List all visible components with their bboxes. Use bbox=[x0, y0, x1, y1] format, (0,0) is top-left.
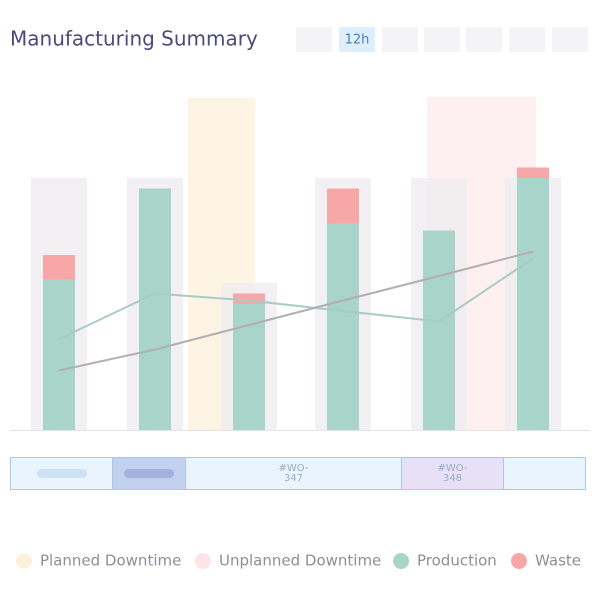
production-bar bbox=[423, 230, 455, 430]
timeline-segment[interactable] bbox=[112, 457, 186, 490]
range-button-active[interactable] bbox=[339, 27, 375, 52]
range-button[interactable] bbox=[509, 27, 545, 52]
legend-swatch bbox=[16, 553, 32, 569]
range-button[interactable] bbox=[382, 27, 418, 52]
production-bar bbox=[139, 188, 171, 430]
range-button[interactable] bbox=[466, 27, 502, 52]
legend-swatch bbox=[511, 553, 527, 569]
order-label: #WO-347 bbox=[278, 462, 309, 484]
range-button[interactable] bbox=[296, 27, 332, 52]
legend: Planned Downtime Unplanned Downtime Produc… bbox=[16, 552, 581, 570]
waste-bar bbox=[43, 255, 75, 280]
production-bar bbox=[43, 279, 75, 430]
legend-label: Unplanned Downtime bbox=[219, 552, 381, 570]
legend-label: Waste bbox=[535, 552, 581, 570]
trend-line bbox=[58, 257, 534, 340]
range-button[interactable] bbox=[424, 27, 460, 52]
timeline-segment[interactable]: #WO-347 bbox=[185, 457, 402, 490]
waste-bar bbox=[517, 167, 549, 178]
legend-swatch bbox=[195, 553, 211, 569]
range-label[interactable]: 12h bbox=[345, 33, 370, 48]
page-title: Manufacturing Summary bbox=[10, 27, 258, 51]
production-bar bbox=[517, 178, 549, 430]
trend-line bbox=[58, 250, 534, 372]
legend-label: Planned Downtime bbox=[40, 552, 181, 570]
range-button[interactable] bbox=[552, 27, 588, 52]
timeline-segment[interactable] bbox=[503, 457, 586, 490]
legend-label: Production bbox=[417, 552, 497, 570]
waste-bar bbox=[327, 188, 359, 224]
production-bar bbox=[327, 223, 359, 430]
legend-swatch bbox=[393, 553, 409, 569]
waste-bar bbox=[233, 293, 265, 304]
timeline-segment[interactable] bbox=[10, 457, 113, 490]
timeline-segment[interactable]: #WO-348 bbox=[401, 457, 504, 490]
order-label: #WO-348 bbox=[437, 462, 468, 484]
plot bbox=[31, 167, 561, 430]
